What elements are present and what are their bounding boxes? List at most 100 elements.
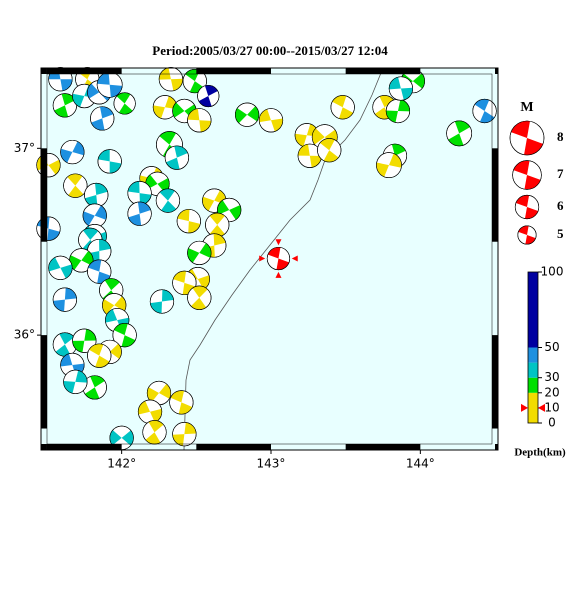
ball-quadrant bbox=[99, 239, 111, 252]
map-title: Period:2005/03/27 00:00--2015/03/27 12:0… bbox=[152, 43, 388, 58]
focal-mechanism bbox=[36, 216, 61, 241]
focal-mechanism bbox=[172, 270, 197, 295]
ball-edge bbox=[176, 209, 201, 234]
ball-quadrant bbox=[298, 144, 310, 156]
focal-mechanism bbox=[197, 84, 220, 108]
x-tick-label: 142° bbox=[107, 457, 136, 471]
ball-quadrant bbox=[109, 430, 122, 446]
ball-edge bbox=[446, 120, 473, 147]
focal-mechanism bbox=[158, 67, 184, 92]
colorbar-segment bbox=[528, 392, 538, 423]
focal-mechanism bbox=[446, 120, 473, 147]
ball-quadrant bbox=[182, 282, 196, 295]
colorbar-tick-label: 20 bbox=[544, 385, 559, 399]
ball-quadrant bbox=[448, 133, 464, 146]
ball-quadrant bbox=[150, 301, 162, 314]
ball-quadrant bbox=[153, 105, 165, 119]
ball-quadrant bbox=[187, 248, 200, 263]
ball-quadrant bbox=[48, 159, 61, 175]
focal-mechanism bbox=[169, 390, 194, 415]
ball-edge bbox=[217, 197, 242, 223]
x-tick-label: 143° bbox=[257, 457, 286, 471]
ball-edge bbox=[266, 246, 291, 271]
ball-quadrant bbox=[379, 95, 395, 108]
ball-quadrant bbox=[63, 380, 76, 394]
ball-edge bbox=[63, 369, 88, 394]
frame-bar bbox=[41, 444, 47, 450]
ball-quadrant bbox=[148, 420, 164, 433]
ball-quadrant bbox=[89, 343, 104, 356]
ball-quadrant bbox=[397, 99, 410, 112]
main-event-marker bbox=[275, 271, 282, 278]
focal-mechanism bbox=[69, 248, 94, 273]
focal-mechanism bbox=[187, 240, 212, 266]
focal-mechanism bbox=[234, 102, 260, 127]
ball-edge bbox=[376, 152, 402, 179]
ball-quadrant bbox=[83, 228, 99, 240]
focal-mechanism bbox=[155, 188, 181, 213]
ball-quadrant bbox=[209, 213, 225, 225]
ball-quadrant bbox=[147, 387, 159, 403]
focal-mechanism bbox=[52, 287, 77, 312]
ball-quadrant bbox=[68, 185, 84, 198]
ball-quadrant bbox=[389, 77, 401, 90]
focal-mechanism bbox=[87, 343, 112, 368]
focal-mechanism bbox=[517, 225, 537, 245]
focal-mechanism bbox=[512, 160, 542, 190]
ball-quadrant bbox=[95, 355, 110, 368]
ball-quadrant bbox=[55, 344, 71, 357]
focal-mechanism bbox=[385, 98, 411, 124]
frame-bar bbox=[46, 444, 122, 450]
ball-quadrant bbox=[59, 332, 75, 345]
focal-mechanism bbox=[187, 108, 212, 133]
ball-edge bbox=[97, 149, 122, 174]
ball-quadrant bbox=[84, 387, 100, 400]
ball-quadrant bbox=[72, 141, 85, 156]
ball-quadrant bbox=[116, 92, 131, 104]
ball-quadrant bbox=[54, 105, 69, 118]
ball-quadrant bbox=[198, 96, 212, 107]
ball-quadrant bbox=[113, 323, 128, 336]
ball-quadrant bbox=[48, 257, 61, 272]
ball-quadrant bbox=[235, 108, 248, 124]
ball-quadrant bbox=[204, 85, 218, 97]
ball-edge bbox=[149, 289, 175, 314]
focal-mechanism bbox=[52, 332, 77, 357]
ball-quadrant bbox=[127, 181, 140, 194]
ball-quadrant bbox=[61, 93, 76, 106]
focal-mechanism bbox=[509, 120, 545, 156]
focal-mechanism bbox=[176, 209, 201, 234]
focal-mechanism bbox=[113, 92, 136, 115]
ball-quadrant bbox=[159, 188, 175, 201]
ball-quadrant bbox=[81, 250, 94, 266]
ball-edge bbox=[52, 287, 77, 312]
ball-quadrant bbox=[98, 149, 110, 162]
magnitude-label: 8 bbox=[557, 129, 564, 144]
focal-mechanism bbox=[472, 98, 497, 124]
ball-quadrant bbox=[109, 343, 122, 359]
ball-quadrant bbox=[114, 296, 126, 312]
ball-quadrant bbox=[374, 107, 390, 120]
focal-mechanism bbox=[112, 323, 137, 348]
ball-quadrant bbox=[145, 432, 161, 445]
frame-bar bbox=[41, 68, 47, 74]
ball-quadrant bbox=[104, 278, 120, 291]
ball-quadrant bbox=[270, 118, 283, 132]
colorbar-tick-label: 30 bbox=[544, 370, 559, 384]
frame-bar bbox=[345, 444, 421, 450]
ball-quadrant bbox=[161, 289, 174, 302]
focal-mechanism bbox=[36, 153, 61, 178]
trench-line bbox=[183, 67, 384, 451]
frame-bar bbox=[345, 68, 421, 74]
focal-mechanism bbox=[82, 375, 107, 400]
ball-quadrant bbox=[188, 221, 201, 233]
colorbar-segment bbox=[528, 377, 538, 393]
colorbar-tick-label: 100 bbox=[541, 265, 564, 279]
focal-mechanism bbox=[60, 139, 85, 165]
magnitude-label: 7 bbox=[557, 166, 564, 181]
focal-mechanism bbox=[142, 420, 167, 445]
ball-edge bbox=[187, 285, 212, 310]
ball-edge bbox=[258, 108, 284, 133]
ball-quadrant bbox=[109, 84, 123, 98]
